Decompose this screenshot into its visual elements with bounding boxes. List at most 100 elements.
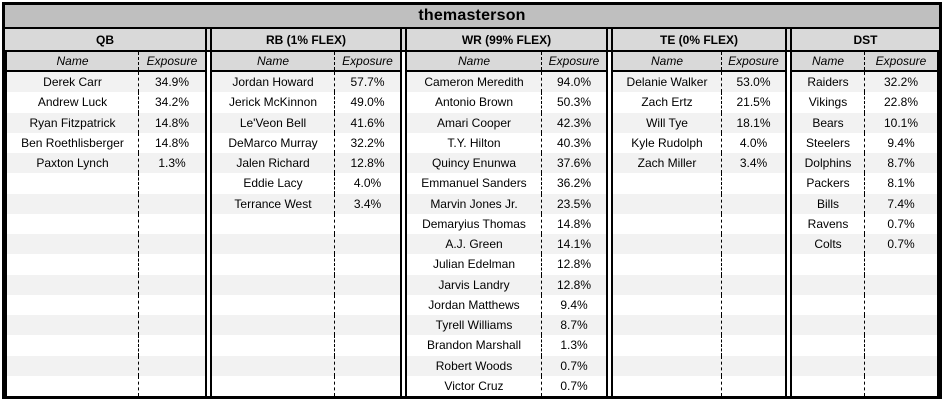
exposure-value-cell: 22.8% <box>864 92 937 113</box>
player-name-cell: Jarvis Landry <box>438 277 510 292</box>
exposure-value-cell <box>334 315 400 336</box>
player-name-cell <box>7 376 138 396</box>
player-name-cell: DeMarco Murray <box>228 135 318 150</box>
table-row: Emmanuel Sanders 36.2% <box>407 173 606 194</box>
player-name-cell: Eddie Lacy <box>243 176 303 191</box>
table-row <box>613 294 785 315</box>
player-name-cell <box>792 335 864 355</box>
exposure-value-cell: 12.8% <box>541 274 606 295</box>
table-row: A.J. Green 14.1% <box>407 234 606 255</box>
player-name-cell <box>7 315 138 335</box>
player-name-cell <box>613 376 721 396</box>
player-name-cell <box>212 376 334 396</box>
table-row <box>613 193 785 214</box>
exposure-column-header: Exposure <box>138 52 205 70</box>
table-row <box>613 315 785 336</box>
exposure-value-cell <box>138 173 205 194</box>
table-row: Terrance West 3.4% <box>212 193 400 214</box>
table-row <box>792 355 937 376</box>
wr-column-headers: Name Exposure <box>407 52 606 72</box>
table-row <box>7 335 205 356</box>
qb-table: Name Exposure Derek Carr 34.9% Andrew Luck… <box>5 52 207 396</box>
exposure-value-cell: 0.7% <box>541 355 606 376</box>
exposure-value-cell: 8.7% <box>864 153 937 174</box>
table-row: Amari Cooper 42.3% <box>407 112 606 133</box>
exposure-value-cell: 42.3% <box>541 112 606 133</box>
exposure-value-cell <box>138 234 205 255</box>
exposure-value-cell <box>721 355 785 376</box>
player-name-cell <box>7 356 138 376</box>
table-row <box>7 355 205 376</box>
player-name-cell: Brandon Marshall <box>426 338 522 353</box>
exposure-value-cell: 8.7% <box>541 315 606 336</box>
table-row <box>212 234 400 255</box>
exposure-column-header: Exposure <box>721 52 785 70</box>
exposure-value-cell <box>138 335 205 356</box>
exposure-value-cell <box>334 213 400 234</box>
player-name-cell: Ravens <box>807 216 849 231</box>
player-name-cell: Antonio Brown <box>434 95 514 110</box>
exposure-value-cell <box>138 193 205 214</box>
table-row <box>792 274 937 295</box>
table-row: Eddie Lacy 4.0% <box>212 173 400 194</box>
table-row <box>212 315 400 336</box>
table-row: Quincy Enunwa 37.6% <box>407 153 606 174</box>
player-name-cell <box>212 335 334 355</box>
qb-table-rows: Derek Carr 34.9% Andrew Luck 34.2% Ryan Fitz… <box>7 72 205 396</box>
qb-column-headers: Name Exposure <box>7 52 205 72</box>
exposure-value-cell: 14.8% <box>138 112 205 133</box>
exposure-value-cell: 32.2% <box>864 72 937 93</box>
player-name-cell <box>613 173 721 193</box>
table-row: Kyle Rudolph 4.0% <box>613 132 785 153</box>
player-name-cell <box>7 194 138 214</box>
exposure-value-cell: 3.4% <box>334 193 400 214</box>
player-name-cell <box>7 234 138 254</box>
exposure-value-cell: 37.6% <box>541 153 606 174</box>
player-name-cell: Quincy Enunwa <box>431 156 517 171</box>
player-name-cell <box>613 214 721 234</box>
table-row: Colts 0.7% <box>792 234 937 255</box>
exposure-value-cell: 8.1% <box>864 173 937 194</box>
player-name-cell: Packers <box>806 176 850 191</box>
player-name-cell: Amari Cooper <box>436 115 512 130</box>
wr-table-rows: Cameron Meredith 94.0% Antonio Brown 50.3% A… <box>407 72 606 396</box>
table-row <box>7 193 205 214</box>
exposure-column-header: Exposure <box>541 52 606 70</box>
exposure-value-cell <box>138 213 205 234</box>
player-name-cell: Emmanuel Sanders <box>421 176 527 191</box>
wr-header: WR (99% FLEX) <box>405 29 608 50</box>
table-row: T.Y. Hilton 40.3% <box>407 132 606 153</box>
position-header-row: QB RB (1% FLEX) WR (99% FLEX) TE (0% FLE… <box>5 29 939 52</box>
player-name-cell <box>792 356 864 376</box>
player-name-cell: Victor Cruz <box>444 378 504 393</box>
page-title: themasterson <box>5 5 939 29</box>
table-row <box>613 335 785 356</box>
exposure-value-cell <box>721 274 785 295</box>
table-row: Ryan Fitzpatrick 14.8% <box>7 112 205 133</box>
exposure-value-cell <box>334 375 400 396</box>
table-row: Demaryius Thomas 14.8% <box>407 213 606 234</box>
player-name-cell: Ben Roethlisberger <box>21 135 124 150</box>
table-row: Tyrell Williams 8.7% <box>407 315 606 336</box>
exposure-value-cell <box>138 274 205 295</box>
table-row: Dolphins 8.7% <box>792 153 937 174</box>
player-name-cell <box>792 254 864 274</box>
player-name-cell: Bills <box>816 196 839 211</box>
exposure-value-cell <box>864 335 937 356</box>
player-name-cell: Demaryius Thomas <box>422 216 526 231</box>
player-name-cell: Paxton Lynch <box>36 156 109 171</box>
exposure-value-cell: 1.3% <box>138 153 205 174</box>
exposure-value-cell: 3.4% <box>721 153 785 174</box>
exposure-value-cell: 7.4% <box>864 193 937 214</box>
player-name-cell <box>7 254 138 274</box>
table-row <box>7 375 205 396</box>
player-name-cell <box>613 194 721 214</box>
exposure-value-cell: 12.8% <box>541 254 606 275</box>
table-row <box>212 213 400 234</box>
player-name-cell: Delanie Walker <box>626 75 708 90</box>
player-name-cell: Terrance West <box>234 196 312 211</box>
table-row: Brandon Marshall 1.3% <box>407 335 606 356</box>
table-row <box>792 375 937 396</box>
table-row: Vikings 22.8% <box>792 92 937 113</box>
exposure-value-cell: 12.8% <box>334 153 400 174</box>
